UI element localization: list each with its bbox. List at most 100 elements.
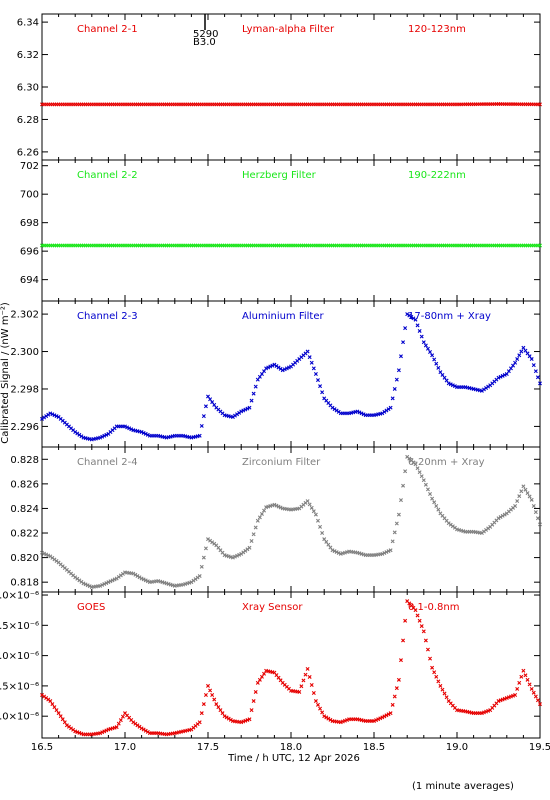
- data-point: [98, 731, 103, 736]
- data-point: [145, 432, 150, 437]
- y-tick-label: 3.0×10⁻⁶: [0, 712, 39, 723]
- data-point: [396, 677, 401, 682]
- data-point: [266, 365, 271, 370]
- data-point: [315, 702, 320, 707]
- y-tick-label: 2.302: [10, 310, 39, 321]
- data-point: [123, 424, 127, 429]
- data-point: [380, 715, 385, 720]
- panel-series: [40, 243, 542, 248]
- data-point: [208, 688, 213, 693]
- data-point: [376, 717, 381, 722]
- data-point: [311, 509, 316, 514]
- data-point: [517, 353, 522, 358]
- data-point: [515, 499, 520, 504]
- data-point: [98, 435, 103, 440]
- data-point: [249, 708, 254, 713]
- x-axis-label: Time / h UTC, 12 Apr 2026: [227, 753, 360, 764]
- data-point: [444, 695, 449, 700]
- x-tick-label: 17.0: [114, 742, 136, 753]
- data-point: [102, 582, 107, 587]
- data-point: [48, 699, 53, 704]
- data-point: [247, 405, 252, 410]
- data-point: [529, 497, 534, 502]
- data-point: [100, 582, 105, 587]
- data-point: [538, 522, 542, 527]
- data-point: [216, 705, 221, 710]
- data-point: [500, 373, 505, 378]
- data-point: [311, 691, 316, 696]
- data-point: [531, 503, 536, 508]
- data-point: [357, 410, 362, 415]
- data-point: [259, 511, 264, 516]
- panel-band: 0.1-0.8nm: [408, 602, 460, 613]
- data-point: [50, 412, 55, 417]
- data-point: [403, 326, 408, 331]
- panel-4: 0.818 0.820 0.822 0.824 0.826 0.828 Channel 2-…: [10, 446, 542, 593]
- data-point: [525, 491, 530, 496]
- data-point: [214, 702, 219, 707]
- panel-5: 3.0×10⁻⁶ 3.5×10⁻⁶ 4.0×10⁻⁶ 4.5×10⁻⁶ 5.0×10⁻⁶…: [0, 591, 542, 739]
- data-point: [228, 717, 233, 722]
- data-point: [401, 638, 406, 643]
- data-point: [519, 674, 524, 679]
- data-point: [255, 518, 260, 523]
- data-point: [382, 550, 387, 555]
- y-tick-label: 0.818: [10, 578, 39, 589]
- data-point: [305, 349, 310, 354]
- data-point: [145, 579, 150, 584]
- y-tick-label: 0.822: [10, 529, 39, 540]
- data-point: [315, 378, 320, 383]
- data-point: [517, 680, 522, 685]
- data-point: [278, 505, 283, 510]
- data-point: [372, 719, 376, 724]
- data-point: [222, 714, 227, 719]
- marker-label-class: B3.0: [193, 37, 216, 48]
- y-tick-label: 0.828: [10, 455, 39, 466]
- data-point: [230, 555, 235, 560]
- data-point: [197, 433, 202, 438]
- panel-channel-name: GOES: [77, 602, 105, 613]
- panel-3: 2.296 2.298 2.300 2.302 Channel 2-3 Aluminium…: [10, 300, 542, 448]
- panel-frame: [41, 591, 541, 739]
- data-point: [318, 524, 323, 529]
- data-point: [382, 714, 387, 719]
- data-point: [320, 390, 325, 395]
- data-point: [249, 398, 254, 403]
- data-point: [496, 516, 501, 521]
- data-point: [423, 638, 428, 643]
- data-point: [42, 551, 47, 556]
- y-tick-label: 2.296: [10, 422, 39, 433]
- data-point: [359, 411, 364, 416]
- data-point: [52, 413, 57, 418]
- data-point: [413, 608, 418, 613]
- data-point: [313, 512, 318, 517]
- data-point: [498, 374, 503, 379]
- data-point: [452, 384, 457, 389]
- panel-frame: [41, 446, 541, 593]
- data-point: [388, 405, 393, 410]
- data-point: [527, 494, 532, 499]
- data-point: [309, 360, 314, 365]
- panel-1: 6.26 6.28 6.30 6.32 6.34 Channel 2-1 Lyman-alp…: [17, 13, 542, 161]
- data-point: [434, 361, 439, 366]
- data-point: [502, 372, 507, 377]
- panel-filter-name: Herzberg Filter: [242, 170, 317, 181]
- data-point: [131, 571, 136, 576]
- data-point: [415, 466, 420, 471]
- data-point: [303, 672, 308, 677]
- data-point: [394, 521, 399, 526]
- data-point: [423, 343, 428, 348]
- y-tick-label: 698: [20, 218, 39, 229]
- data-point: [262, 508, 267, 513]
- x-tick-label: 17.5: [197, 742, 219, 753]
- panel-series: [40, 102, 542, 107]
- panel-channel-name: Channel 2-1: [77, 24, 138, 35]
- data-point: [301, 678, 306, 683]
- y-tick-label: 5.0×10⁻⁶: [0, 591, 39, 602]
- panel-series: [40, 599, 542, 737]
- data-point: [438, 683, 443, 688]
- y-tick-label: 6.34: [17, 18, 39, 29]
- data-point: [276, 504, 281, 509]
- data-point: [141, 727, 146, 732]
